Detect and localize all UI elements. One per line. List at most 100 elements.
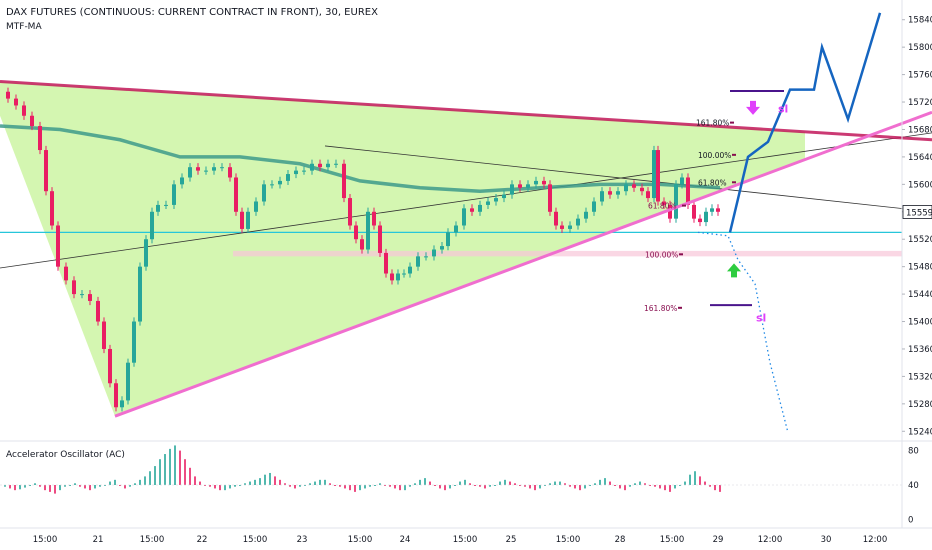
candle-body <box>478 204 482 212</box>
candle <box>254 197 258 216</box>
candle-body <box>102 321 106 349</box>
oscillator-bar <box>299 485 301 487</box>
candle-body <box>554 211 558 226</box>
oscillator-bar <box>249 481 251 485</box>
bearish-projection <box>697 231 789 433</box>
oscillator-tick-label: 0 <box>908 515 913 525</box>
candle-body <box>704 211 708 223</box>
candle <box>632 180 636 192</box>
oscillator-bar <box>209 485 211 487</box>
oscillator-bar <box>444 485 446 491</box>
oscillator-bar <box>174 445 176 485</box>
oscillator-bar <box>644 483 646 485</box>
candle <box>22 101 26 120</box>
time-tick-label: 12:00 <box>863 535 888 545</box>
oscillator-bar <box>479 485 481 487</box>
time-tick-label: 12:00 <box>758 535 783 545</box>
candle-body <box>72 280 76 295</box>
oscillator-bar <box>134 483 136 485</box>
candle <box>262 180 266 206</box>
candle-body <box>144 239 148 267</box>
candle-body <box>44 150 48 192</box>
candle <box>348 193 352 230</box>
candle <box>114 379 118 412</box>
indicator-label[interactable]: MTF-MA <box>6 22 42 32</box>
candle-body <box>348 198 352 226</box>
candle <box>212 163 216 175</box>
candle <box>354 221 358 244</box>
stop-loss-label: sl <box>756 312 766 325</box>
long-trendline <box>0 132 932 269</box>
oscillator-bar <box>499 481 501 485</box>
oscillator-bar <box>414 483 416 485</box>
candle-body <box>50 191 54 226</box>
oscillator-bar <box>419 479 421 485</box>
oscillator-bar <box>329 483 331 485</box>
candle <box>542 176 546 189</box>
candle-body <box>172 184 176 205</box>
candle-body <box>30 115 34 127</box>
candle-body <box>234 177 238 212</box>
price-pane[interactable]: 161.80% 100.00% 61.80% 61.80% 100.00% 161.80%… <box>0 12 932 433</box>
candle-body <box>560 225 564 229</box>
candle-body <box>132 321 136 363</box>
oscillator-bar <box>204 485 206 486</box>
candle <box>716 204 720 216</box>
candle-body <box>576 218 580 226</box>
price-tick-label: 15400 <box>908 318 932 328</box>
oscillator-bar <box>214 485 216 489</box>
candle-body <box>454 225 458 233</box>
stop-loss-label: sl <box>778 102 788 115</box>
candle <box>704 207 708 227</box>
oscillator-bar <box>339 485 341 487</box>
candle-body <box>424 256 428 258</box>
candle-body <box>108 348 112 384</box>
fib-label: 161.80% <box>696 119 729 128</box>
candle-body <box>262 184 266 202</box>
price-tick-label: 15360 <box>908 345 932 355</box>
oscillator-bar <box>669 485 671 492</box>
oscillator-bar <box>524 485 526 487</box>
candle <box>102 317 106 354</box>
oscillator-bar <box>549 483 551 485</box>
candle-body <box>526 184 530 188</box>
candle-body <box>510 184 514 195</box>
oscillator-bar <box>179 450 181 485</box>
oscillator-bar <box>684 481 686 485</box>
oscillator-bar <box>44 485 46 491</box>
oscillator-title[interactable]: Accelerator Oscillator (AC) <box>6 450 125 460</box>
candle <box>486 197 490 210</box>
fib-label: 100.00% <box>645 250 678 259</box>
oscillator-bar <box>529 485 531 489</box>
candle <box>554 207 558 230</box>
candle <box>138 262 142 326</box>
chart-title: DAX FUTURES (CONTINUOUS: CURRENT CONTRAC… <box>6 7 378 18</box>
oscillator-bar <box>64 485 66 487</box>
oscillator-bar <box>544 485 546 486</box>
candle <box>56 221 60 271</box>
candle <box>396 269 400 285</box>
candle-body <box>470 208 474 212</box>
oscillator-bar <box>94 485 96 489</box>
price-tick-label: 15800 <box>908 43 932 53</box>
candle-body <box>608 191 612 195</box>
oscillator-bar <box>379 483 381 485</box>
oscillator-bar <box>334 485 336 486</box>
oscillator-pane[interactable] <box>0 445 902 494</box>
candle-body <box>14 98 18 106</box>
oscillator-bar <box>654 485 656 487</box>
candle-body <box>710 208 714 212</box>
oscillator-bar <box>304 485 306 486</box>
oscillator-bar <box>454 485 456 486</box>
oscillator-bar <box>124 485 126 489</box>
oscillator-bar <box>574 485 576 489</box>
candle-body <box>502 194 506 199</box>
oscillator-bar <box>34 483 36 485</box>
oscillator-bar <box>519 485 521 486</box>
candle-body <box>126 362 130 401</box>
oscillator-bar <box>289 485 291 487</box>
candle <box>234 173 238 216</box>
candle-body <box>196 167 200 171</box>
moving-average-line <box>0 124 721 193</box>
